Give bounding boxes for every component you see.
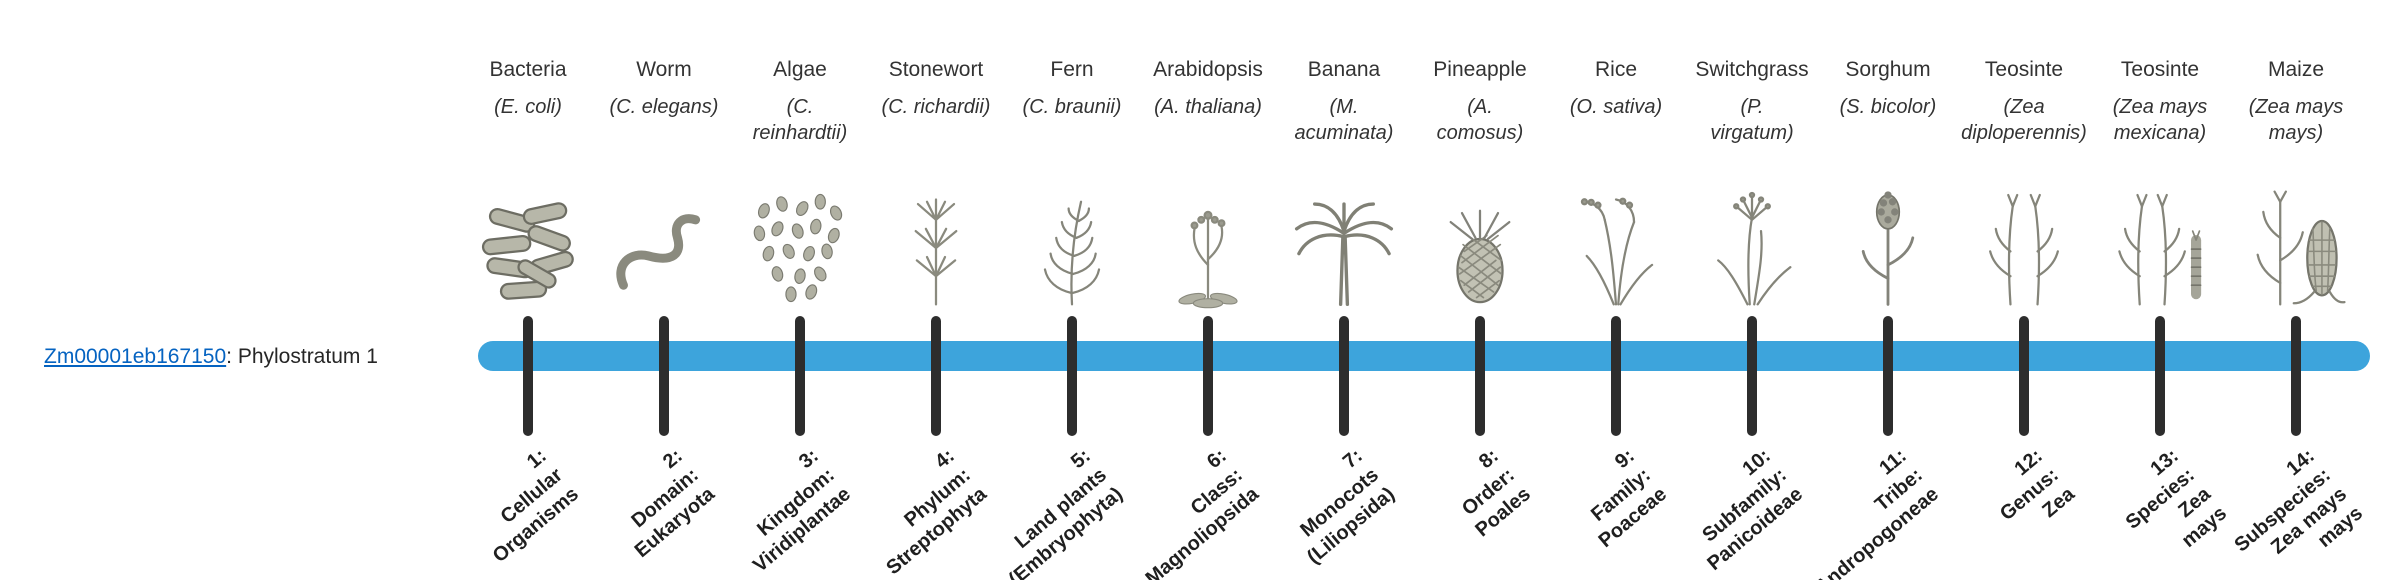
timeline-tick (1883, 316, 1893, 436)
teosinte-icon (1966, 186, 2082, 310)
timeline-tick (1611, 316, 1621, 436)
organism-scientific-name: (Zea diploperennis) (1961, 96, 2087, 144)
timeline-tick (1747, 316, 1757, 436)
organism-column: Arabidopsis (A. thaliana) 6: Class: Magnol… (1140, 0, 1276, 580)
banana-icon (1286, 186, 1402, 310)
timeline-tick (2019, 316, 2029, 436)
organism-name: Maize (2267, 58, 2325, 81)
organism-column: Stonewort (C. richardii) 4: Phylum: Strept… (868, 0, 1004, 580)
rice-icon (1558, 186, 1674, 310)
organism-name: Stonewort (888, 58, 984, 81)
timeline-tick (1203, 316, 1213, 436)
organism-scientific-name: (M. acuminata) (1294, 96, 1394, 144)
organism-name: Worm (636, 58, 692, 81)
timeline-bar (478, 341, 2370, 371)
organism-column: Pineapple (A. comosus) 8: Order: Poales (1412, 0, 1548, 580)
algae-icon (742, 186, 858, 310)
organism-scientific-name: (C. braunii) (1022, 96, 1122, 118)
organism-column: Maize (Zea mays mays) 14: Subspecies: Zea … (2228, 0, 2367, 580)
timeline-tick (2155, 316, 2165, 436)
gene-phylostratum-text: : Phylostratum 1 (226, 345, 378, 368)
organism-name: Algae (773, 58, 827, 81)
organism-scientific-name: (Zea mays mexicana) (2112, 96, 2208, 144)
organism-scientific-name: (A. thaliana) (1154, 96, 1262, 118)
timeline-tick (795, 316, 805, 436)
organism-column: Rice (O. sativa) 9: Family: Poaceae (1548, 0, 1684, 580)
organism-column: Teosinte (Zea diploperennis) 12: Genus: Ze… (1956, 0, 2092, 580)
fern-icon (1014, 186, 1130, 310)
organism-name: Arabidopsis (1153, 58, 1263, 81)
timeline-tick (1339, 316, 1349, 436)
arabidopsis-icon (1150, 186, 1266, 310)
organism-name: Fern (1050, 58, 1094, 81)
organism-scientific-name: (C. richardii) (881, 96, 991, 118)
organism-name: Banana (1307, 58, 1381, 81)
sorghum-icon (1830, 186, 1946, 310)
organism-name: Bacteria (489, 58, 567, 81)
gene-id-link[interactable]: Zm00001eb167150 (44, 345, 227, 368)
organism-scientific-name: (S. bicolor) (1839, 96, 1937, 118)
organism-scientific-name: (P. virgatum) (1710, 96, 1794, 144)
organism-scientific-name: (C. elegans) (609, 96, 719, 118)
maize-icon (2238, 186, 2354, 310)
timeline-tick (931, 316, 941, 436)
organism-column: Algae (C. reinhardtii) 3: Kingdom: Viridip… (732, 0, 868, 580)
organism-scientific-name: (A. comosus) (1436, 96, 1524, 144)
organism-name: Switchgrass (1695, 58, 1809, 81)
organism-name: Teosinte (1984, 58, 2064, 81)
organism-name: Pineapple (1433, 58, 1527, 81)
worm-icon (606, 186, 722, 310)
organism-column: Sorghum (S. bicolor) 11: Tribe: Andropogon… (1811, 0, 1956, 580)
switchgrass-icon (1694, 186, 1810, 310)
organism-scientific-name: (E. coli) (494, 96, 562, 118)
teosinte-ear-icon (2102, 186, 2218, 310)
organism-name: Rice (1594, 58, 1637, 81)
timeline-tick (659, 316, 669, 436)
organism-column: Fern (C. braunii) 5: Land plants (Embryoph… (1004, 0, 1140, 580)
organism-name: Sorghum (1845, 58, 1931, 81)
pineapple-icon (1422, 186, 1538, 310)
timeline-tick (1067, 316, 1077, 436)
organism-column: Banana (M. acuminata) 7: Monocots (Liliops… (1276, 0, 1412, 580)
organism-scientific-name: (O. sativa) (1569, 96, 1663, 118)
timeline-tick (1475, 316, 1485, 436)
timeline-tick (523, 316, 533, 436)
bacteria-icon (470, 186, 586, 310)
organism-scientific-name: (C. reinhardtii) (752, 96, 848, 144)
organism-column: Bacteria (E. coli) 1: Cellular Organisms (460, 0, 596, 580)
stonewort-icon (878, 186, 994, 310)
organism-scientific-name: (Zea mays mays) (2248, 96, 2344, 144)
gene-label: Zm00001eb167150: Phylostratum 1 (44, 345, 378, 369)
organism-column: Teosinte (Zea mays mexicana) 13: Species: … (2092, 0, 2231, 580)
organism-column: Worm (C. elegans) 2: Domain: Eukaryota (596, 0, 732, 580)
organism-name: Teosinte (2120, 58, 2200, 81)
timeline-tick (2291, 316, 2301, 436)
organism-column: Switchgrass (P. virgatum) 10: Subfamily: P… (1684, 0, 1820, 580)
